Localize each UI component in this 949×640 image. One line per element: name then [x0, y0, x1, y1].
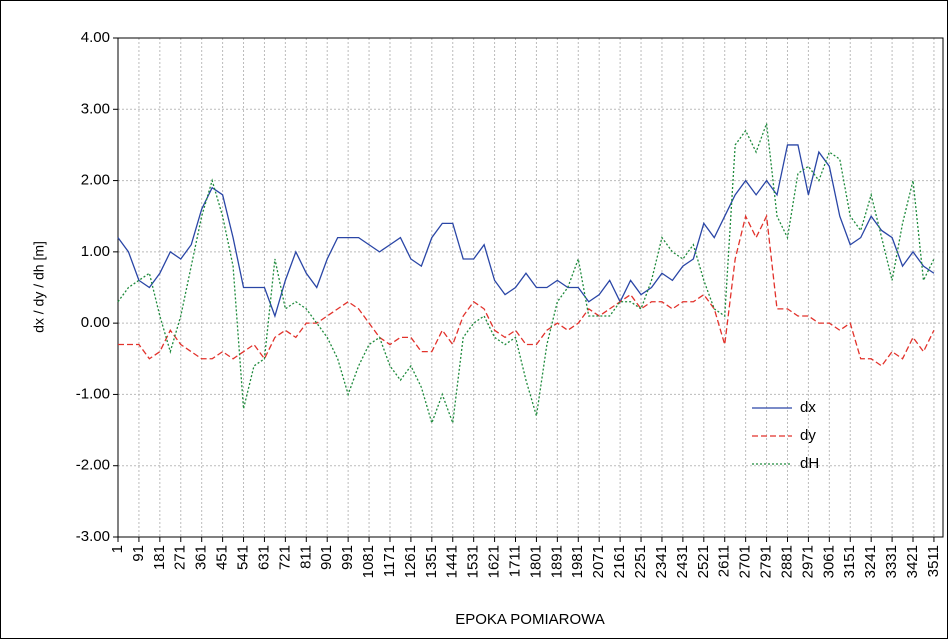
x-tick-label: 2071 [590, 545, 607, 578]
y-tick-label: 4.00 [81, 29, 110, 46]
x-tick-label: 3511 [925, 545, 942, 577]
x-tick-label: 811 [297, 545, 314, 569]
x-tick-label: 3061 [820, 545, 837, 578]
x-tick-label: 271 [172, 545, 189, 570]
legend-label: dx [800, 399, 816, 416]
legend-label: dy [800, 427, 816, 444]
x-tick-label: 1621 [486, 545, 503, 578]
x-tick-label: 1981 [569, 545, 586, 578]
y-tick-label: 3.00 [81, 100, 110, 117]
y-tick-label: -2.00 [76, 457, 110, 474]
x-tick-label: 2251 [632, 545, 649, 578]
x-tick-label: 361 [193, 545, 210, 570]
x-tick-label: 2881 [778, 545, 795, 578]
x-tick-label: 1 [109, 545, 126, 553]
y-axis-title: dx / dy / dh [m] [31, 241, 47, 333]
x-tick-label: 1891 [548, 545, 565, 578]
x-tick-label: 721 [276, 545, 293, 570]
x-tick-label: 91 [130, 545, 147, 562]
x-tick-label: 1441 [444, 545, 461, 578]
x-tick-label: 3331 [883, 545, 900, 578]
x-tick-label: 901 [318, 545, 335, 570]
y-tick-label: 2.00 [81, 172, 110, 189]
x-axis-title: EPOKA POMIAROWA [455, 611, 604, 628]
x-tick-label: 2341 [653, 545, 670, 578]
x-tick-label: 2161 [611, 545, 628, 578]
legend-label: dH [800, 455, 819, 472]
x-tick-label: 451 [214, 545, 231, 570]
y-tick-label: 1.00 [81, 243, 110, 260]
x-tick-label: 3421 [904, 545, 921, 578]
x-tick-label: 1171 [381, 545, 398, 577]
x-tick-label: 991 [339, 545, 356, 570]
x-tick-label: 2791 [758, 545, 775, 578]
x-tick-label: 181 [151, 545, 168, 570]
plot-area [118, 38, 943, 537]
x-tick-label: 1081 [360, 545, 377, 578]
x-tick-label: 2521 [695, 545, 712, 578]
x-tick-label: 3151 [841, 545, 858, 578]
plot-border [117, 37, 944, 538]
series-line [117, 144, 935, 319]
y-tick-label: -1.00 [76, 385, 110, 402]
series-line [118, 213, 935, 367]
x-tick-label: 1531 [465, 545, 482, 578]
series-line [117, 123, 935, 426]
x-tick-label: 2971 [799, 545, 816, 578]
x-tick-label: 2701 [737, 545, 754, 578]
y-tick-label: -3.00 [76, 528, 110, 545]
x-tick-label: 2431 [674, 545, 691, 578]
x-tick-label: 541 [234, 545, 251, 570]
x-tick-label: 2611 [716, 545, 733, 577]
x-tick-label: 1351 [423, 545, 440, 578]
y-tick-label: 0.00 [81, 314, 110, 331]
x-tick-label: 3241 [862, 545, 879, 578]
x-tick-label: 1261 [402, 545, 419, 578]
x-tick-label: 1801 [527, 545, 544, 578]
x-tick-label: 1711 [506, 545, 523, 577]
x-tick-label: 631 [255, 545, 272, 570]
